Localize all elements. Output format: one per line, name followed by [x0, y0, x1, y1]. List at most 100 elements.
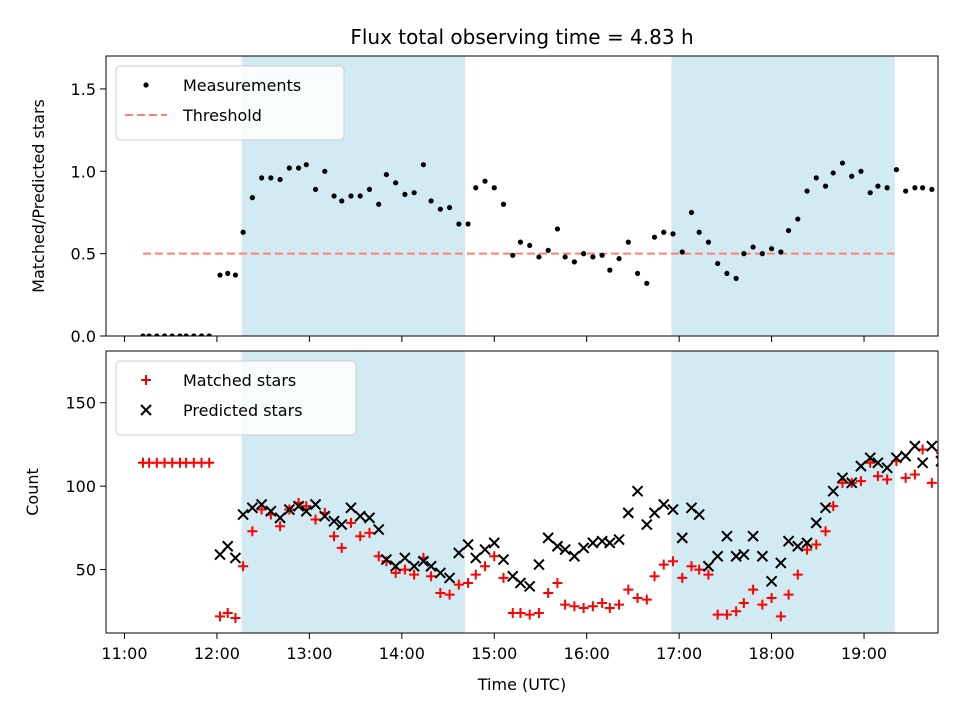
measurement-point [348, 193, 354, 199]
measurement-point [750, 244, 756, 250]
measurement-point [536, 254, 542, 260]
matched-point [686, 561, 697, 572]
measurement-point [849, 173, 855, 179]
ratio-panel-shade-1 [671, 56, 895, 336]
y-tick-label: 1.0 [71, 162, 96, 181]
predicted-point [738, 548, 750, 561]
measurement-point [590, 254, 596, 260]
matched-point [855, 476, 866, 487]
predicted-point [810, 517, 822, 529]
matched-point [256, 504, 267, 515]
measurement-point [581, 251, 587, 257]
measurement-point [651, 234, 658, 240]
measurement-point [688, 209, 695, 216]
matched-point [480, 561, 491, 572]
matched-point [381, 556, 392, 567]
matched-point [435, 587, 446, 598]
predicted-point [354, 510, 366, 522]
predicted-point [909, 440, 921, 452]
predicted-point [292, 500, 305, 512]
matched-point [757, 599, 768, 610]
predicted-point [309, 498, 322, 511]
predicted-point [577, 542, 590, 554]
measurement-point [785, 227, 792, 234]
measurement-point [696, 229, 702, 235]
matched-point [399, 564, 410, 575]
predicted-point [255, 498, 268, 511]
matched-point [623, 584, 634, 595]
matched-point [524, 609, 535, 620]
measurement-point [545, 247, 551, 253]
predicted-point [283, 503, 296, 516]
matched-point [597, 597, 608, 608]
x-tick-label: 17:00 [656, 644, 702, 663]
matched-point [470, 569, 481, 580]
measurement-point [715, 260, 721, 267]
predicted-point [792, 540, 804, 552]
y-tick-label: 100 [65, 477, 96, 496]
predicted-point [864, 452, 876, 464]
x-tick-label: 19:00 [841, 644, 887, 663]
matched-point [552, 577, 563, 588]
predicted-point [782, 535, 795, 547]
measurement-point [177, 333, 183, 336]
predicted-point [229, 552, 242, 564]
predicted-point [819, 502, 832, 514]
predicted-point [676, 532, 688, 544]
predicted-point [855, 460, 867, 472]
legend-marker-x [140, 404, 152, 416]
matched-point [426, 571, 437, 582]
measurement-point [376, 201, 382, 207]
measurement-point [140, 333, 146, 336]
matched-point [560, 599, 571, 610]
measurement-point [839, 160, 846, 166]
matched-point [453, 579, 464, 590]
measurement-point [778, 249, 784, 255]
predicted-point [559, 543, 571, 556]
measurement-point [295, 165, 302, 171]
counts-panel-legend: Matched stars Predicted stars [115, 360, 357, 436]
counts-panel-marks [137, 440, 938, 623]
matched-point [238, 561, 249, 572]
predicted-point [693, 508, 705, 521]
matched-point [222, 607, 233, 618]
matched-point [721, 609, 732, 620]
counts-panel-y-axis-label: Count [23, 468, 42, 516]
predicted-point [872, 457, 884, 469]
predicted-point [542, 532, 554, 544]
measurement-point [366, 186, 373, 193]
predicted-point [479, 543, 491, 556]
y-tick-label: 50 [76, 561, 96, 580]
x-tick-label: 18:00 [749, 644, 795, 663]
legend-label: Predicted stars [183, 401, 303, 420]
measurement-point [411, 190, 417, 196]
x-tick-label: 13:00 [286, 644, 332, 663]
legend-marker-dot [143, 82, 149, 88]
measurement-point [183, 333, 189, 336]
matched-point [215, 611, 226, 622]
matched-point [632, 592, 643, 603]
legend-box [115, 360, 357, 436]
legend-label: Matched stars [183, 371, 296, 390]
measurement-point [473, 185, 479, 191]
matched-point [748, 584, 759, 595]
predicted-point [425, 560, 437, 572]
predicted-point [488, 537, 500, 549]
matched-point [865, 457, 876, 468]
measurement-point [795, 216, 801, 222]
measurement-point [938, 167, 943, 172]
y-tick-label: 150 [65, 394, 96, 413]
predicted-point [836, 472, 849, 484]
matched-point [658, 559, 669, 570]
matched-point [828, 501, 839, 512]
series-dot [140, 160, 943, 336]
x-tick-label: 14:00 [379, 644, 425, 663]
predicted-point [237, 508, 249, 521]
measurement-point [217, 272, 223, 278]
matched-point [694, 564, 705, 575]
measurement-point [146, 333, 152, 336]
predicted-point [434, 567, 447, 579]
predicted-point [916, 457, 929, 469]
predicted-point [470, 552, 482, 564]
